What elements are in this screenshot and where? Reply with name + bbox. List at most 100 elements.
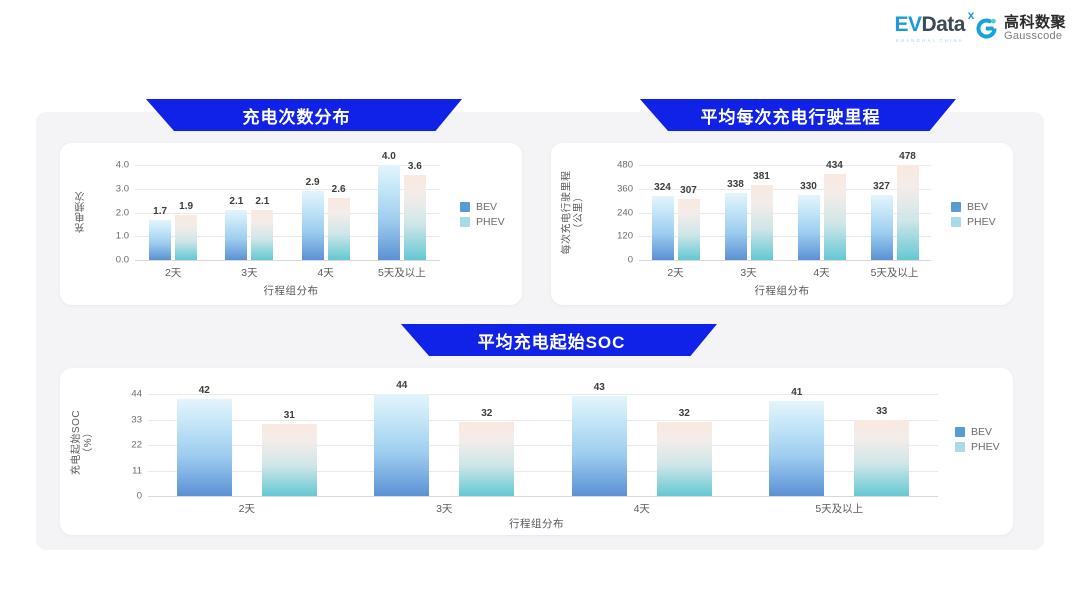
legend-label: BEV bbox=[476, 201, 498, 213]
bar-value-label: 307 bbox=[680, 185, 697, 197]
x-axis-category-label: 5天及以上 bbox=[377, 267, 426, 279]
bar-bev-0 bbox=[651, 195, 674, 260]
bar-bev-0 bbox=[149, 219, 172, 260]
bar-value-label: 3.6 bbox=[407, 160, 422, 172]
y-axis-tick: 22 bbox=[131, 439, 142, 451]
x-axis-category-label: 3天 bbox=[436, 503, 453, 515]
legend-item-bev[interactable]: BEV bbox=[955, 426, 1000, 438]
bar-chart-avg-range: 每次充电行驶里程 （公里） 0 120 240 360 480 324 307 2天 338 381 3… bbox=[551, 143, 1013, 305]
legend-label: BEV bbox=[967, 201, 989, 213]
bar-value-label: 33 bbox=[876, 405, 888, 417]
bar-phev-0 bbox=[677, 199, 700, 260]
y-axis-tick: 480 bbox=[617, 159, 633, 171]
x-axis-line bbox=[148, 496, 938, 497]
legend-item-phev[interactable]: PHEV bbox=[951, 216, 996, 228]
chart-card-avg-range: 每次充电行驶里程 （公里） 0 120 240 360 480 324 307 2天 338 381 3… bbox=[551, 143, 1013, 305]
y-axis-tick: 3.0 bbox=[115, 183, 129, 195]
bar-phev-3 bbox=[403, 174, 426, 260]
legend-swatch-icon bbox=[951, 217, 961, 227]
bar-value-label: 4.0 bbox=[381, 151, 396, 162]
gridline bbox=[148, 419, 938, 421]
legend-label: BEV bbox=[971, 426, 993, 438]
x-axis-category-label: 5天及以上 bbox=[870, 267, 919, 279]
gridline bbox=[135, 236, 440, 238]
bar-bev-1 bbox=[724, 193, 747, 260]
legend-item-phev[interactable]: PHEV bbox=[460, 216, 505, 228]
y-axis-tick: 240 bbox=[617, 207, 633, 218]
bar-phev-2 bbox=[823, 174, 846, 260]
y-axis-label-line1: 充电起始SOC bbox=[70, 409, 82, 475]
gridline bbox=[639, 165, 931, 166]
y-axis-tick: 0 bbox=[136, 490, 142, 502]
page-header: EV Data x SHANGHAI CHINA 高科数聚 Gausscode bbox=[0, 0, 1080, 62]
chart-card-avg-start-soc: 充电起始SOC （%） 0 11 22 33 44 42 31 2天 44 32 3天 43 32 4天 41 3… bbox=[60, 368, 1013, 535]
gausscode-text: 高科数聚 Gausscode bbox=[1004, 15, 1066, 42]
y-axis-label-line1: 每次充电行驶里程 bbox=[561, 170, 573, 255]
legend-item-phev[interactable]: PHEV bbox=[955, 441, 1000, 453]
x-axis-category-label: 2天 bbox=[164, 267, 182, 279]
y-axis-tick: 0 bbox=[627, 254, 633, 266]
legend-swatch-icon bbox=[955, 442, 965, 452]
x-axis-label: 行程组分布 bbox=[509, 518, 564, 530]
bar-value-label: 42 bbox=[198, 384, 210, 396]
bar-value-label: 330 bbox=[800, 180, 817, 192]
bar-bev-3 bbox=[870, 195, 893, 260]
chart-title-banner-charging-frequency: 充电次数分布 bbox=[145, 99, 462, 131]
bar-value-label: 31 bbox=[283, 410, 295, 422]
x-axis-category-label: 2天 bbox=[238, 503, 255, 515]
bar-value-label: 32 bbox=[481, 407, 493, 419]
legend-label: PHEV bbox=[476, 216, 505, 228]
y-axis-tick: 44 bbox=[131, 388, 142, 400]
logo-group: EV Data x SHANGHAI CHINA 高科数聚 Gausscode bbox=[894, 9, 1066, 43]
gausscode-mark-icon bbox=[975, 17, 998, 40]
gausscode-logo: 高科数聚 Gausscode bbox=[975, 15, 1066, 42]
x-axis-category-label: 4天 bbox=[813, 267, 830, 279]
y-axis-tick: 11 bbox=[132, 465, 142, 476]
y-axis-tick: 120 bbox=[617, 230, 633, 242]
x-axis-category-label: 2天 bbox=[667, 267, 684, 279]
chart-legend: BEV PHEV bbox=[460, 201, 505, 228]
evdata-wordmark: EV Data x bbox=[894, 9, 974, 36]
legend-swatch-icon bbox=[951, 202, 961, 212]
x-axis-category-label: 4天 bbox=[317, 267, 334, 279]
evdata-logo: EV Data x SHANGHAI CHINA bbox=[894, 9, 974, 43]
bar-value-label: 2.1 bbox=[229, 196, 244, 208]
gridline bbox=[639, 236, 931, 238]
gridline bbox=[148, 470, 938, 472]
bar-value-label: 327 bbox=[873, 181, 890, 193]
legend-swatch-icon bbox=[460, 202, 470, 212]
bar-value-label: 2.9 bbox=[305, 177, 320, 189]
bar-chart-avg-start-soc: 充电起始SOC （%） 0 11 22 33 44 42 31 2天 44 32 3天 43 32 4天 41 3… bbox=[60, 368, 1013, 535]
x-axis-category-label: 3天 bbox=[740, 267, 757, 279]
legend-swatch-icon bbox=[460, 217, 470, 227]
bar-value-label: 1.9 bbox=[179, 200, 194, 212]
bar-value-label: 44 bbox=[396, 380, 408, 391]
bar-phev-0 bbox=[175, 214, 198, 260]
bar-value-label: 2.6 bbox=[331, 184, 346, 196]
chart-title-banner-avg-start-soc: 平均充电起始SOC bbox=[400, 324, 717, 356]
bar-value-label: 338 bbox=[727, 179, 744, 191]
y-axis-label: 充电频次 bbox=[76, 191, 87, 234]
gridline bbox=[639, 188, 931, 190]
bar-value-label: 32 bbox=[678, 407, 690, 419]
y-axis-tick: 0.0 bbox=[115, 254, 129, 266]
evdata-word-ev: EV bbox=[894, 13, 922, 36]
y-axis-label: 充电起始SOC （%） bbox=[71, 390, 94, 495]
x-axis-label: 行程组分布 bbox=[263, 285, 319, 297]
x-axis-line bbox=[135, 260, 440, 261]
legend-item-bev[interactable]: BEV bbox=[951, 201, 996, 213]
bar-value-label: 381 bbox=[753, 170, 770, 182]
bar-phev-2 bbox=[327, 198, 350, 260]
x-axis-label: 行程组分布 bbox=[754, 285, 810, 297]
chart-card-charging-frequency: 充电频次 0.0 1.0 2.0 3.0 4.0 1.7 1.9 2天 2.1 2.1 3天 2.9 2.… bbox=[60, 143, 522, 305]
bar-value-label: 478 bbox=[899, 151, 916, 163]
legend-label: PHEV bbox=[967, 216, 996, 228]
x-axis-category-label: 5天及以上 bbox=[815, 503, 864, 515]
legend-item-bev[interactable]: BEV bbox=[460, 201, 505, 213]
bar-phev-3 bbox=[896, 165, 919, 260]
bar-chart-charging-frequency: 充电频次 0.0 1.0 2.0 3.0 4.0 1.7 1.9 2天 2.1 2.1 3天 2.9 2.… bbox=[60, 143, 522, 305]
bar-value-label: 41 bbox=[791, 386, 803, 398]
bar-value-label: 1.7 bbox=[153, 205, 168, 217]
gridline bbox=[148, 445, 938, 446]
bar-bev-3 bbox=[769, 400, 825, 496]
